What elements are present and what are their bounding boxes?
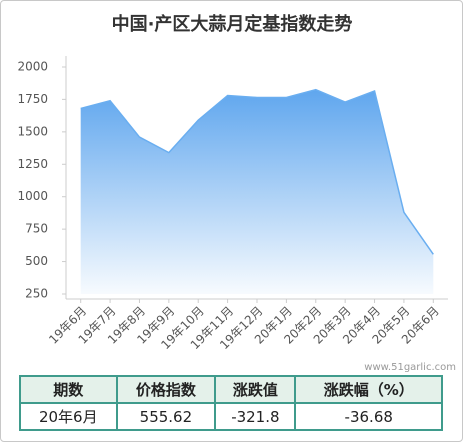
data-cell: -321.8 <box>214 402 297 431</box>
data-cell: 20年6月 <box>19 402 118 431</box>
y-tick-label: 750 <box>25 222 48 236</box>
y-tick-label: 250 <box>25 287 48 301</box>
header-cell: 价格指数 <box>115 375 217 404</box>
header-cell: 涨跌幅（%） <box>294 375 443 404</box>
header-cell: 涨跌值 <box>214 375 297 404</box>
y-tick-label: 2000 <box>17 60 48 74</box>
header-cell: 期数 <box>19 375 118 404</box>
header-row: 期数 价格指数 涨跌值 涨跌幅（%） <box>19 375 443 404</box>
summary-table: 期数 价格指数 涨跌值 涨跌幅（%） 20年6月 555.62 -321.8 -36.68 <box>19 375 443 431</box>
data-row: 20年6月 555.62 -321.8 -36.68 <box>19 402 443 431</box>
chart: 中国·产区大蒜月定基指数走势 www.51garlic.com 250 500 75… <box>17 13 456 373</box>
y-tick-label: 1750 <box>17 92 48 106</box>
y-tick-label: 1500 <box>17 124 48 138</box>
line <box>80 88 434 255</box>
y-tick-label: 500 <box>25 254 48 268</box>
y-tick-label: 1250 <box>17 157 48 171</box>
data-cell: -36.68 <box>294 402 443 431</box>
watermark: www.51garlic.com <box>364 362 456 373</box>
y-tick-label: 1000 <box>17 189 48 203</box>
chart-title: 中国·产区大蒜月定基指数走势 <box>112 13 353 35</box>
area <box>80 89 434 294</box>
data-cell: 555.62 <box>115 402 217 431</box>
